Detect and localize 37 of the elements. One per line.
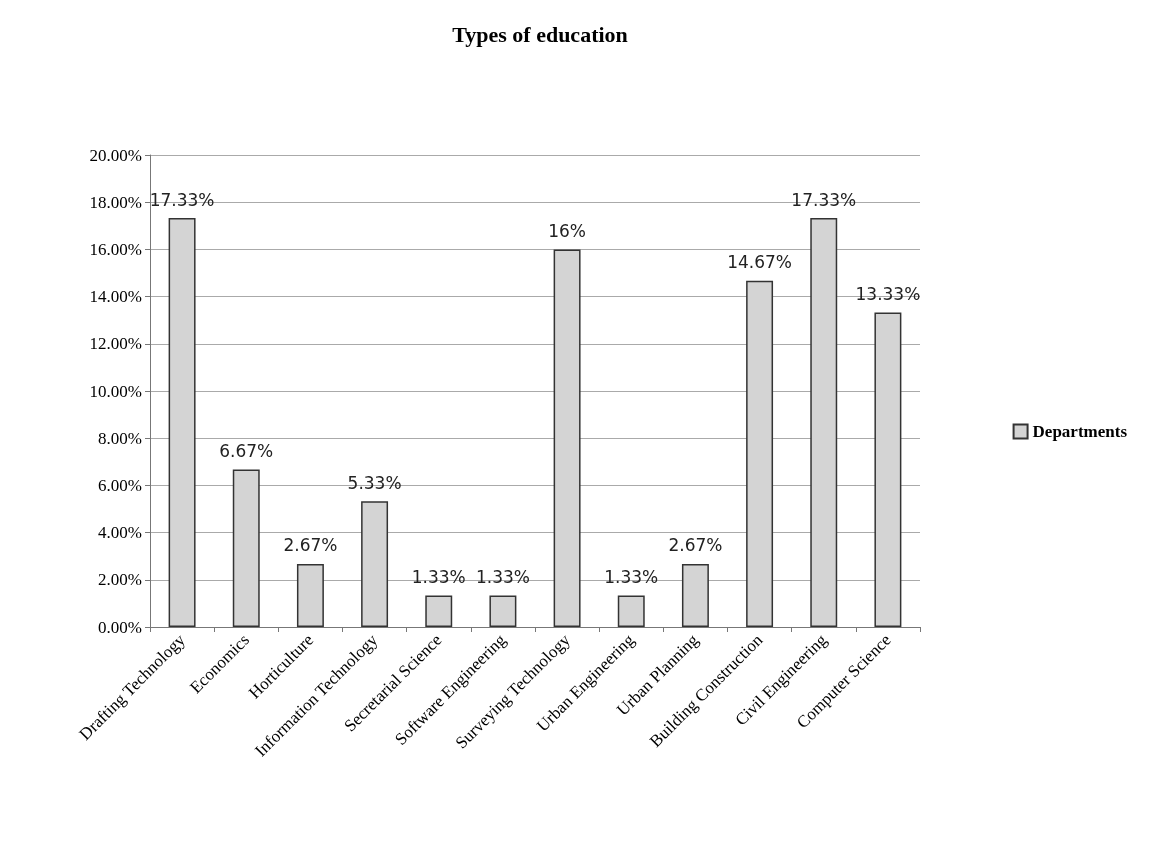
- y-tick-label: 6.00%: [98, 475, 142, 495]
- data-label: 16%: [548, 220, 586, 241]
- legend-label: Departments: [1032, 422, 1128, 441]
- y-tick-label: 0.00%: [98, 617, 142, 637]
- bar: [746, 280, 774, 627]
- data-label: 1.33%: [604, 567, 659, 588]
- y-tick-label: 10.00%: [89, 381, 142, 401]
- bar: [617, 595, 645, 627]
- bar: [810, 218, 838, 627]
- data-label: 2.67%: [668, 535, 723, 556]
- bar: [489, 595, 517, 627]
- y-tick-label: 20.00%: [89, 145, 142, 165]
- bar: [296, 563, 324, 627]
- bar: [361, 501, 389, 627]
- data-label: 13.33%: [855, 283, 921, 304]
- y-tick-label: 2.00%: [98, 570, 142, 590]
- data-label: 1.33%: [411, 567, 466, 588]
- bar: [553, 249, 581, 627]
- chart-title: Types of education: [452, 21, 628, 47]
- data-label: 14.67%: [727, 252, 792, 273]
- y-tick-label: 4.00%: [98, 523, 142, 543]
- data-label: 17.33%: [149, 189, 215, 210]
- data-label: 5.33%: [347, 472, 402, 493]
- data-label: 6.67%: [219, 441, 274, 462]
- bar: [232, 469, 260, 627]
- bar: [168, 218, 196, 627]
- y-tick-label: 14.00%: [89, 287, 142, 307]
- data-label: 2.67%: [283, 535, 338, 556]
- data-label: 1.33%: [475, 567, 530, 588]
- y-tick-label: 12.00%: [89, 334, 142, 354]
- bar: [681, 563, 709, 627]
- bar: [425, 595, 453, 627]
- y-tick-label: 8.00%: [98, 428, 142, 448]
- data-label: 17.33%: [791, 189, 857, 210]
- y-tick-label: 16.00%: [89, 239, 142, 259]
- y-tick-label: 18.00%: [89, 192, 142, 212]
- bar: [874, 312, 902, 627]
